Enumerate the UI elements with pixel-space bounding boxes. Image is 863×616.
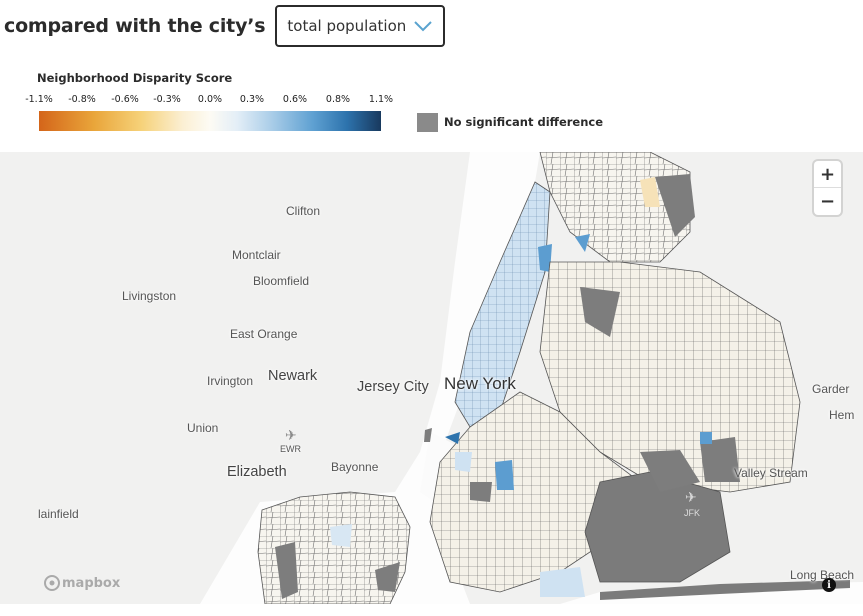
tract-no-difference [655,174,695,237]
zoom-control: + − [814,161,841,215]
legend-tick: 0.0% [197,94,223,105]
legend-tick: -1.1% [25,94,53,105]
tract-negative [640,177,660,207]
place-label: Elizabeth [227,464,287,480]
place-label: Long Beach [790,568,855,582]
no-difference-swatch [417,113,438,132]
tract-positive [330,524,352,547]
place-label: Montclair [232,248,281,262]
place-label: East Orange [230,327,298,341]
info-button[interactable]: i [822,578,836,592]
population-dropdown[interactable]: total population [275,5,446,47]
legend-tick: 0.8% [325,94,351,105]
brooklyn [429,391,641,593]
place-label: Bloomfield [253,274,310,288]
place-label: Clifton [286,204,321,218]
tract-no-difference [275,542,298,599]
place-label: New York [444,374,516,393]
legend-tick: 0.6% [282,94,308,105]
chevron-down-icon [414,21,433,32]
tract-positive [700,432,712,444]
legend-title: Neighborhood Disparity Score [37,71,233,85]
place-label: Newark [268,368,318,384]
place-label: Union [187,421,219,435]
mapbox-text: mapbox [62,575,121,591]
tract-positive [495,460,514,490]
legend-tick: 1.1% [368,94,394,105]
tract-positive [540,567,585,597]
place-label: Garder [812,382,850,396]
jamaica-bay-area [584,471,731,583]
page-heading: compared with the city’s [4,15,266,37]
tract-no-difference [700,437,740,482]
choropleth-map[interactable]: ✈ ✈ Clifton Montclair Bloomfield Livings… [0,152,863,604]
tract-no-difference [580,287,620,337]
tract-no-difference [375,562,400,592]
place-label: Jersey City [357,379,429,395]
legend-color-scale [39,111,381,131]
header-row: compared with the city’s total populatio… [0,4,446,48]
tract-positive [455,452,472,472]
place-label: Irvington [207,374,254,388]
tract-no-difference [424,428,432,442]
tract-positive [538,244,552,272]
legend-tick: -0.8% [68,94,96,105]
zoom-in-button[interactable]: + [814,161,841,188]
map-canvas[interactable]: ✈ ✈ [0,152,863,604]
legend-tick: -0.3% [153,94,181,105]
place-label: Bayonne [331,460,379,474]
mapbox-icon [44,575,60,591]
tract-no-difference [640,450,700,492]
legend-tick: -0.6% [111,94,139,105]
long-beach-strip [600,580,850,600]
tract-positive [575,234,590,252]
airport-icon: ✈ [685,490,697,506]
legend-ticks: -1.1% -0.8% -0.6% -0.3% 0.0% 0.3% 0.6% 0… [20,94,402,108]
tract-no-difference [470,482,492,502]
place-label: lainfield [38,507,79,521]
place-label: JFK [684,508,701,518]
place-label: Valley Stream [734,466,808,480]
map-legend: Neighborhood Disparity Score -1.1% -0.8%… [0,60,863,140]
dropdown-selected-value: total population [287,17,407,35]
mapbox-logo[interactable]: mapbox [44,575,120,591]
legend-tick: 0.3% [239,94,265,105]
place-label: Hem [829,408,855,422]
airport-icon: ✈ [285,428,297,444]
no-difference-label: No significant difference [444,115,604,129]
place-label: EWR [280,444,301,454]
zoom-out-button[interactable]: − [819,191,836,212]
tract-positive [445,432,460,444]
place-label: Livingston [122,289,177,303]
